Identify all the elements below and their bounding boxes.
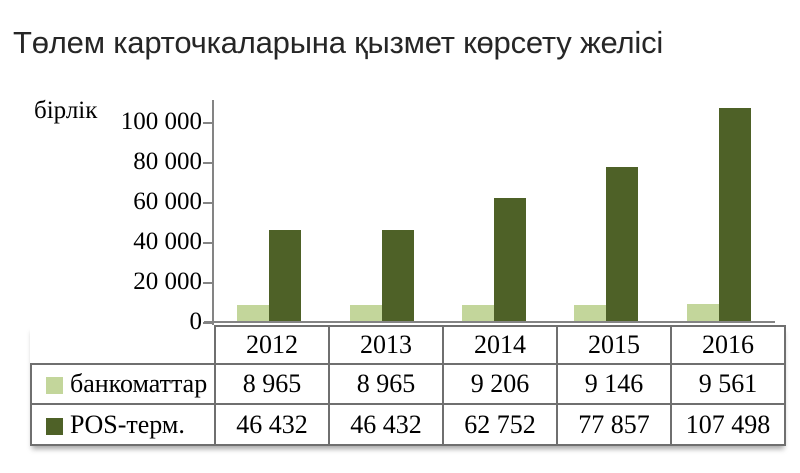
chart-title: Төлем карточкаларына қызмет көрсету желі… — [13, 25, 664, 60]
value-cell-atms-2014: 9 206 — [442, 363, 558, 405]
y-axis-unit-label: бірлік — [34, 97, 98, 124]
y-tick-mark-80000 — [203, 162, 212, 164]
y-tick-label-40000: 40 000 — [133, 227, 202, 255]
value-cell-atms-2012: 8 965 — [214, 363, 330, 405]
y-tick-mark-40000 — [203, 242, 212, 244]
bar-atms-2016 — [686, 303, 719, 323]
bar-atms-2015 — [574, 304, 607, 323]
bar-pos-terminals-2014 — [494, 197, 526, 323]
legend-swatch-atms — [46, 377, 63, 394]
series-label-cell-atms: банкоматтар — [30, 363, 216, 405]
y-tick-label-100000: 100 000 — [120, 107, 202, 135]
value-cell-pos-terminals-2014: 62 752 — [442, 403, 558, 446]
value-cell-pos-terminals-2016: 107 498 — [670, 403, 786, 446]
y-tick-label-0: 0 — [189, 307, 203, 335]
legend-label-atms: банкоматтар — [70, 369, 208, 398]
year-label-2012: 2012 — [214, 325, 330, 365]
bar-pos-terminals-2012 — [269, 230, 302, 323]
x-axis-line — [204, 321, 775, 323]
y-tick-mark-100000 — [203, 122, 212, 124]
y-tick-label-20000: 20 000 — [133, 267, 202, 295]
bar-atms-2014 — [462, 304, 494, 323]
value-cell-atms-2013: 8 965 — [328, 363, 444, 405]
series-label-cell-pos-terminals: POS-терм. — [30, 403, 216, 446]
legend-label-pos-terminals: POS-терм. — [70, 409, 185, 439]
table-row-atms: банкоматтар 8 965 8 965 9 206 9 146 9 561 — [30, 363, 786, 405]
y-tick-mark-20000 — [203, 282, 212, 284]
value-cell-pos-terminals-2015: 77 857 — [556, 403, 672, 446]
value-cell-pos-terminals-2012: 46 432 — [214, 403, 330, 446]
y-tick-mark-0 — [203, 322, 212, 324]
year-label-2015: 2015 — [556, 325, 672, 365]
bar-pos-terminals-2015 — [606, 167, 639, 323]
y-tick-mark-60000 — [203, 202, 212, 204]
y-tick-label-60000: 60 000 — [133, 187, 202, 215]
value-cell-atms-2015: 9 146 — [556, 363, 672, 405]
table-row-pos-terminals: POS-терм. 46 432 46 432 62 752 77 857 107 498 — [30, 403, 786, 446]
bar-atms-2013 — [349, 305, 382, 323]
bar-pos-terminals-2013 — [381, 230, 414, 323]
data-table: 2012 2013 2014 2015 2016 банкоматтар 8 965 8 96… — [30, 325, 786, 446]
bar-atms-2012 — [237, 305, 270, 323]
legend-swatch-pos-terminals — [46, 417, 63, 435]
value-cell-pos-terminals-2013: 46 432 — [328, 403, 444, 446]
value-cell-atms-2016: 9 561 — [670, 363, 786, 405]
y-axis-line — [212, 100, 214, 325]
year-label-2016: 2016 — [670, 325, 786, 365]
year-label-2013: 2013 — [328, 325, 444, 365]
plot-area — [213, 100, 775, 323]
y-tick-label-80000: 80 000 — [133, 147, 202, 175]
year-label-2014: 2014 — [442, 325, 558, 365]
bar-pos-terminals-2016 — [718, 108, 751, 323]
